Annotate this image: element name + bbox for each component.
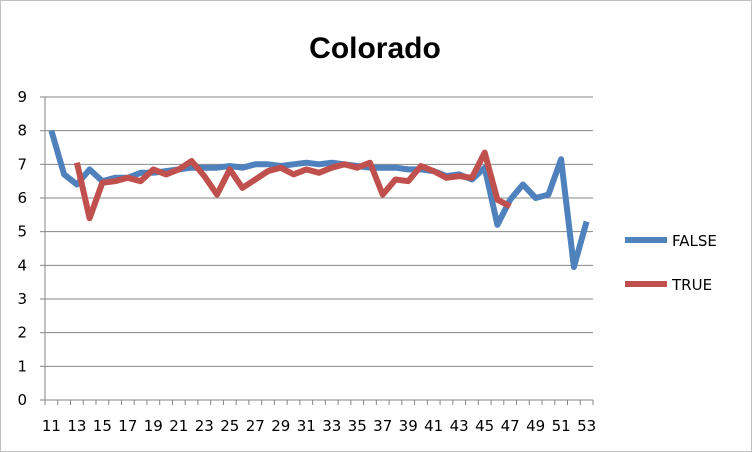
x-tick-label: 45	[475, 417, 494, 435]
x-tick-label: 17	[118, 417, 137, 435]
y-tick-label: 5	[17, 223, 27, 241]
x-tick-label: 21	[169, 417, 188, 435]
y-tick-label: 6	[17, 189, 27, 207]
y-tick-label: 4	[17, 256, 27, 274]
gridlines	[45, 96, 593, 367]
x-tick-label: 41	[424, 417, 443, 435]
legend-label-true: TRUE	[671, 276, 712, 294]
series-line-false	[48, 129, 590, 270]
x-tick-label: 29	[271, 417, 290, 435]
series-line-true	[73, 149, 512, 222]
x-tick-label: 31	[297, 417, 316, 435]
y-axis-tick-labels: 0 1 2 3 4 5 6 7 8 9	[17, 88, 27, 409]
y-tick-label: 7	[17, 155, 27, 173]
x-tick-label: 51	[552, 417, 571, 435]
y-tick-label: 0	[17, 391, 27, 409]
axes	[40, 96, 594, 405]
x-tick-label: 37	[373, 417, 392, 435]
x-tick-label: 35	[348, 417, 367, 435]
y-tick-label: 2	[17, 324, 27, 342]
x-tick-label: 53	[577, 417, 596, 435]
y-tick-label: 1	[17, 357, 27, 375]
x-tick-label: 25	[220, 417, 239, 435]
x-tick-label: 19	[144, 417, 163, 435]
legend: FALSE TRUE	[625, 232, 717, 294]
y-tick-label: 9	[17, 88, 27, 106]
x-tick-label: 33	[322, 417, 341, 435]
x-tick-label: 27	[246, 417, 265, 435]
x-tick-label: 15	[93, 417, 112, 435]
x-tick-label: 11	[42, 417, 61, 435]
x-tick-label: 49	[526, 417, 545, 435]
legend-label-false: FALSE	[672, 232, 717, 250]
y-tick-label: 8	[17, 122, 27, 140]
x-tick-label: 47	[501, 417, 520, 435]
x-axis-tick-labels: 11 13 15 17 19 21 23 25 27 29 31 33 35 37 39 41 43 45 47 49…	[42, 417, 596, 435]
x-tick-label: 13	[67, 417, 86, 435]
chart-title: Colorado	[309, 32, 441, 65]
x-tick-label: 39	[399, 417, 418, 435]
y-tick-label: 3	[17, 290, 27, 308]
x-tick-label: 23	[195, 417, 214, 435]
series-lines	[48, 129, 590, 270]
x-tick-label: 43	[450, 417, 469, 435]
